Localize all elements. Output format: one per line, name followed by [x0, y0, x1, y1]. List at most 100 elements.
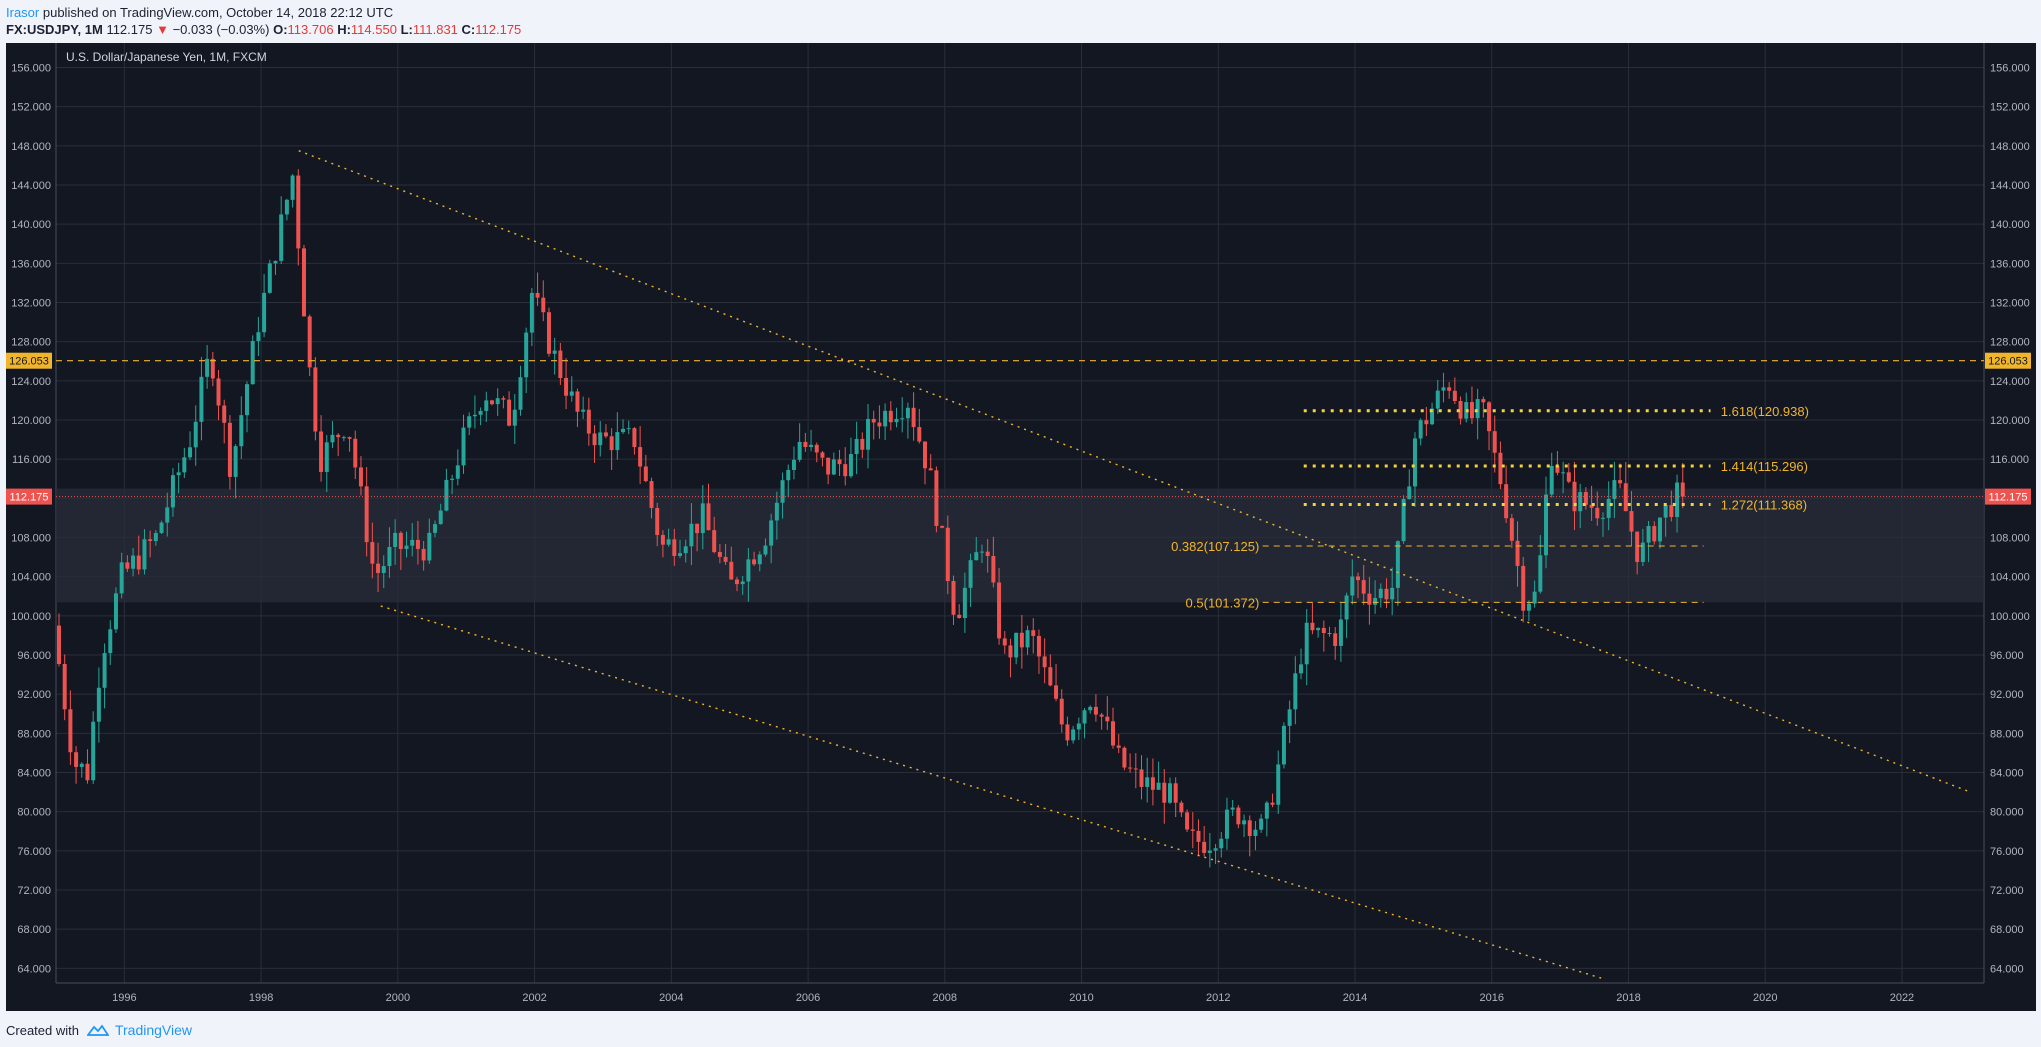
candle-body — [683, 546, 688, 554]
candle-body — [176, 472, 181, 476]
y-tick-label-right: 100.000 — [1990, 611, 2030, 623]
y-tick-label-right: 88.000 — [1990, 728, 2024, 740]
candle-body — [1526, 603, 1531, 611]
candlestick-chart[interactable]: 1.618(120.938) 1.414(115.296) 1.272(111.36… — [6, 43, 2036, 1011]
candle-body — [1059, 698, 1064, 725]
candle-body — [347, 437, 352, 439]
author-link[interactable]: Irasor — [6, 5, 40, 20]
candle-body — [279, 214, 284, 261]
y-tick-label-left: 84.000 — [17, 767, 51, 779]
candle-body — [848, 454, 853, 477]
candle-body — [125, 562, 130, 569]
y-tick-label-right: 92.000 — [1990, 689, 2024, 701]
tradingview-link[interactable]: TradingView — [86, 1022, 192, 1038]
candle-body — [1230, 807, 1235, 810]
candle-body — [678, 553, 683, 556]
candle-body — [1327, 633, 1332, 635]
candle-body — [205, 358, 210, 377]
candle-body — [1008, 645, 1013, 658]
candle-body — [763, 545, 768, 555]
y-tick-label-left: 68.000 — [17, 924, 51, 936]
candle-body — [250, 341, 255, 385]
y-tick-label-right: 76.000 — [1990, 846, 2024, 858]
y-tick-label-right: 156.000 — [1990, 62, 2030, 74]
chart-area[interactable]: 1.618(120.938) 1.414(115.296) 1.272(111.36… — [6, 43, 2036, 1011]
candle-body — [552, 350, 557, 354]
candle-body — [558, 350, 563, 379]
candle-body — [928, 468, 933, 471]
candle-body — [1390, 587, 1395, 600]
candle-body — [113, 593, 118, 630]
y-tick-label-right: 96.000 — [1990, 650, 2024, 662]
candle-body — [541, 297, 546, 313]
published-text: published on TradingView.com, October 14… — [42, 5, 394, 20]
candle-body — [1680, 482, 1685, 497]
close-label: C: — [461, 22, 476, 37]
x-tick-label: 2004 — [659, 992, 683, 1004]
high-label: H: — [337, 22, 351, 37]
candle-body — [153, 532, 158, 541]
candle-body — [1287, 709, 1292, 726]
candle-body — [780, 480, 785, 503]
candle-body — [467, 416, 472, 428]
candle-body — [484, 400, 489, 411]
candle-body — [1532, 591, 1537, 604]
candle-body — [1515, 540, 1520, 566]
candle-body — [1498, 452, 1503, 485]
candle-body — [905, 407, 910, 419]
candle-body — [1293, 673, 1298, 710]
high-value: 114.550 — [350, 22, 397, 37]
candle-body — [85, 763, 90, 781]
candle-body — [740, 581, 745, 585]
candle-body — [638, 447, 643, 467]
candle-body — [222, 405, 227, 423]
candle-body — [404, 545, 409, 550]
candle-body — [1247, 820, 1252, 837]
candle-body — [1150, 777, 1155, 790]
footer: Created with TradingView — [6, 1022, 192, 1038]
candle-body — [1566, 472, 1571, 482]
candle-body — [358, 467, 363, 487]
x-tick-label: 2018 — [1616, 992, 1640, 1004]
y-tick-label-left: 96.000 — [17, 650, 51, 662]
candle-body — [603, 432, 608, 437]
candle-body — [1065, 724, 1070, 741]
x-tick-label: 2012 — [1206, 992, 1230, 1004]
y-tick-label-right: 64.000 — [1990, 963, 2024, 975]
candle-body — [569, 391, 574, 396]
candle-body — [979, 551, 984, 553]
candle-body — [1447, 387, 1452, 391]
x-tick-label: 2008 — [933, 992, 957, 1004]
candle-body — [621, 428, 626, 433]
candle-body — [119, 562, 124, 594]
y-tick-label-left: 100.000 — [11, 611, 51, 623]
low-label: L: — [400, 22, 413, 37]
candle-body — [666, 539, 671, 545]
price-tag-right: 112.175 — [1989, 492, 2028, 504]
candle-body — [564, 378, 569, 396]
candle-body — [1635, 531, 1640, 562]
shaded-zone — [56, 488, 1984, 603]
candle-body — [626, 428, 631, 430]
candle-body — [427, 532, 432, 561]
candle-body — [1162, 782, 1167, 803]
candle-body — [216, 378, 221, 406]
candle-body — [1076, 723, 1081, 730]
candle-body — [1629, 511, 1634, 532]
candle-body — [1504, 484, 1509, 519]
candle-body — [324, 442, 329, 472]
candle-body — [888, 410, 893, 423]
candle-body — [877, 422, 882, 427]
candle-body — [1054, 685, 1059, 699]
candle-body — [951, 581, 956, 615]
candle-body — [689, 523, 694, 547]
candle-body — [900, 418, 905, 420]
candle-body — [57, 625, 61, 664]
candle-body — [364, 486, 369, 543]
publish-info: Irasor published on TradingView.com, Oct… — [6, 5, 393, 20]
candle-body — [490, 400, 494, 405]
candle-body — [444, 479, 449, 511]
candle-body — [210, 358, 215, 379]
candle-body — [786, 469, 791, 481]
candle-body — [649, 481, 654, 508]
